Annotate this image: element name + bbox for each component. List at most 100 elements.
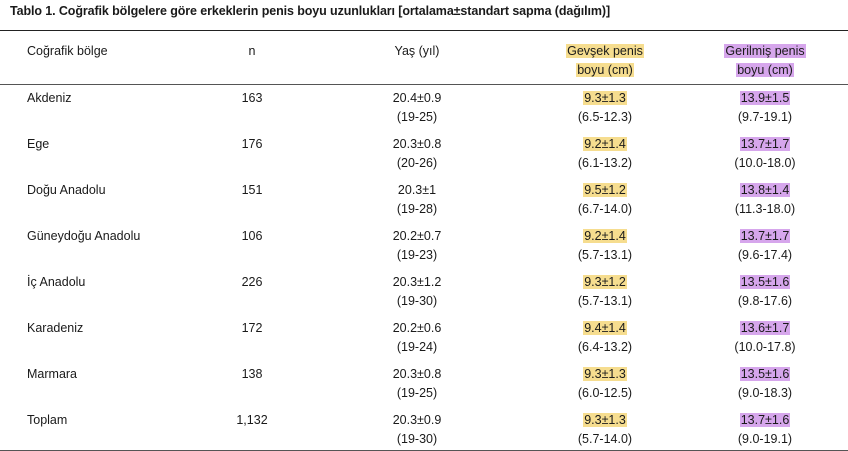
stretched-range: (10.0-17.8) xyxy=(734,340,796,354)
stretched-range: (11.3-18.0) xyxy=(734,202,796,216)
header-flaccid: Gevşek penis boyu (cm) xyxy=(540,42,670,80)
cell-stretched: 13.6±1.7 (10.0-17.8) xyxy=(700,319,830,357)
cell-flaccid: 9.3±1.3 (6.0-12.5) xyxy=(540,365,670,403)
flaccid-range: (5.7-13.1) xyxy=(577,294,633,308)
flaccid-range: (5.7-14.0) xyxy=(577,432,633,446)
age-mean: 20.2±0.6 xyxy=(392,321,442,335)
flaccid-range: (6.0-12.5) xyxy=(577,386,633,400)
header-n: n xyxy=(248,44,256,58)
top-rule xyxy=(0,30,848,31)
age-range: (19-30) xyxy=(396,432,438,446)
cell-region: Doğu Anadolu xyxy=(27,183,106,197)
cell-stretched: 13.9±1.5 (9.7-19.1) xyxy=(700,89,830,127)
header-flaccid-line2: boyu (cm) xyxy=(576,63,634,77)
cell-flaccid: 9.2±1.4 (5.7-13.1) xyxy=(540,227,670,265)
cell-age: 20.3±1 (19-28) xyxy=(342,181,492,219)
stretched-mean: 13.5±1.6 xyxy=(739,275,791,289)
flaccid-range: (6.4-13.2) xyxy=(577,340,633,354)
cell-region: Toplam xyxy=(27,413,68,427)
stretched-range: (10.0-18.0) xyxy=(734,156,796,170)
cell-flaccid: 9.4±1.4 (6.4-13.2) xyxy=(540,319,670,357)
stretched-range: (9.0-19.1) xyxy=(737,432,793,446)
stretched-range: (9.0-18.3) xyxy=(737,386,793,400)
cell-stretched: 13.7±1.7 (10.0-18.0) xyxy=(700,135,830,173)
table-title: Tablo 1. Coğrafik bölgelere göre erkekle… xyxy=(10,4,611,18)
age-mean: 20.3±0.8 xyxy=(392,367,442,381)
age-mean: 20.3±0.8 xyxy=(392,137,442,151)
flaccid-mean: 9.3±1.2 xyxy=(583,275,627,289)
stretched-mean: 13.9±1.5 xyxy=(739,91,791,105)
header-rule xyxy=(0,84,848,85)
flaccid-range: (6.5-12.3) xyxy=(577,110,633,124)
age-mean: 20.3±1 xyxy=(397,183,437,197)
age-mean: 20.3±1.2 xyxy=(392,275,442,289)
flaccid-range: (6.1-13.2) xyxy=(577,156,633,170)
cell-region: Karadeniz xyxy=(27,321,84,335)
age-range: (19-24) xyxy=(396,340,438,354)
cell-stretched: 13.5±1.6 (9.8-17.6) xyxy=(700,273,830,311)
age-range: (19-30) xyxy=(396,294,438,308)
cell-age: 20.2±0.6 (19-24) xyxy=(342,319,492,357)
stretched-range: (9.7-19.1) xyxy=(737,110,793,124)
stretched-mean: 13.6±1.7 xyxy=(739,321,791,335)
cell-n: 151 xyxy=(241,183,263,197)
age-mean: 20.4±0.9 xyxy=(392,91,442,105)
cell-flaccid: 9.3±1.3 (6.5-12.3) xyxy=(540,89,670,127)
cell-stretched: 13.7±1.7 (9.6-17.4) xyxy=(700,227,830,265)
stretched-mean: 13.8±1.4 xyxy=(739,183,791,197)
flaccid-range: (5.7-13.1) xyxy=(577,248,633,262)
age-range: (19-23) xyxy=(396,248,438,262)
cell-n: 106 xyxy=(241,229,263,243)
cell-n: 172 xyxy=(241,321,263,335)
stretched-mean: 13.7±1.7 xyxy=(739,229,791,243)
cell-age: 20.3±0.8 (20-26) xyxy=(342,135,492,173)
stretched-mean: 13.7±1.6 xyxy=(739,413,791,427)
cell-age: 20.4±0.9 (19-25) xyxy=(342,89,492,127)
cell-stretched: 13.7±1.6 (9.0-19.1) xyxy=(700,411,830,449)
flaccid-mean: 9.2±1.4 xyxy=(583,229,627,243)
cell-n: 1,132 xyxy=(236,413,268,427)
header-stretched-line1: Gerilmiş penis xyxy=(724,44,806,58)
age-range: (19-25) xyxy=(396,386,438,400)
cell-flaccid: 9.2±1.4 (6.1-13.2) xyxy=(540,135,670,173)
cell-stretched: 13.5±1.6 (9.0-18.3) xyxy=(700,365,830,403)
stretched-range: (9.6-17.4) xyxy=(737,248,793,262)
age-mean: 20.2±0.7 xyxy=(392,229,442,243)
age-range: (19-25) xyxy=(396,110,438,124)
cell-region: Güneydoğu Anadolu xyxy=(27,229,141,243)
cell-flaccid: 9.5±1.2 (6.7-14.0) xyxy=(540,181,670,219)
cell-age: 20.2±0.7 (19-23) xyxy=(342,227,492,265)
age-range: (20-26) xyxy=(396,156,438,170)
flaccid-mean: 9.3±1.3 xyxy=(583,413,627,427)
cell-n: 138 xyxy=(241,367,263,381)
header-region: Coğrafik bölge xyxy=(27,44,108,58)
header-stretched-line2: boyu (cm) xyxy=(736,63,794,77)
age-range: (19-28) xyxy=(396,202,438,216)
cell-age: 20.3±1.2 (19-30) xyxy=(342,273,492,311)
age-mean: 20.3±0.9 xyxy=(392,413,442,427)
flaccid-range: (6.7-14.0) xyxy=(577,202,633,216)
cell-n: 163 xyxy=(241,91,263,105)
cell-stretched: 13.8±1.4 (11.3-18.0) xyxy=(700,181,830,219)
stretched-mean: 13.5±1.6 xyxy=(739,367,791,381)
cell-n: 226 xyxy=(241,275,263,289)
header-flaccid-line1: Gevşek penis xyxy=(566,44,644,58)
cell-flaccid: 9.3±1.2 (5.7-13.1) xyxy=(540,273,670,311)
cell-region: Akdeniz xyxy=(27,91,72,105)
header-age: Yaş (yıl) xyxy=(394,44,440,58)
cell-age: 20.3±0.9 (19-30) xyxy=(342,411,492,449)
cell-flaccid: 9.3±1.3 (5.7-14.0) xyxy=(540,411,670,449)
flaccid-mean: 9.2±1.4 xyxy=(583,137,627,151)
cell-age: 20.3±0.8 (19-25) xyxy=(342,365,492,403)
cell-n: 176 xyxy=(241,137,263,151)
cell-region: İç Anadolu xyxy=(27,275,86,289)
stretched-mean: 13.7±1.7 xyxy=(739,137,791,151)
flaccid-mean: 9.3±1.3 xyxy=(583,91,627,105)
stretched-range: (9.8-17.6) xyxy=(737,294,793,308)
cell-region: Ege xyxy=(27,137,50,151)
header-stretched: Gerilmiş penis boyu (cm) xyxy=(700,42,830,80)
flaccid-mean: 9.3±1.3 xyxy=(583,367,627,381)
flaccid-mean: 9.4±1.4 xyxy=(583,321,627,335)
flaccid-mean: 9.5±1.2 xyxy=(583,183,627,197)
cell-region: Marmara xyxy=(27,367,78,381)
